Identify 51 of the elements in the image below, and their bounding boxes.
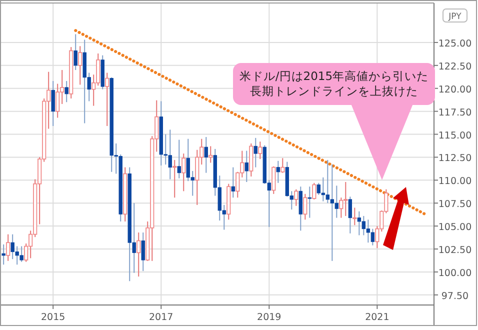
candlestick (294, 188, 298, 206)
candlestick (357, 210, 362, 236)
candlestick (308, 186, 312, 218)
x-tick-label: 2019 (257, 312, 282, 323)
candlestick (280, 158, 285, 174)
y-tick-label: 97.50 (441, 290, 469, 302)
candlestick (2, 244, 6, 266)
candlestick (272, 166, 276, 194)
candlestick (298, 186, 303, 232)
candlestick (316, 182, 321, 196)
y-tick-label: 107.50 (438, 199, 472, 210)
candlestick (64, 80, 68, 103)
x-tick-label: 2017 (149, 312, 174, 323)
candlestick (51, 80, 55, 127)
candlestick (244, 150, 248, 182)
y-tick-label: 110.00 (438, 176, 472, 188)
y-tick-label: 122.50 (438, 61, 472, 72)
candlestick (204, 136, 208, 174)
candlestick (231, 166, 235, 198)
candlestick (312, 182, 316, 200)
candlestick (348, 196, 352, 234)
x-tick-label: 2021 (365, 312, 390, 323)
candlestick (172, 159, 177, 198)
candlestick (105, 72, 110, 127)
y-axis-title: JPY (448, 12, 462, 22)
candlestick (195, 149, 200, 206)
candlestick (182, 153, 186, 192)
x-tick-label: 2015 (40, 312, 66, 323)
y-tick-label: 125.00 (438, 38, 472, 50)
y-tick-label: 100.00 (438, 268, 472, 279)
candlestick (177, 139, 181, 179)
y-tick-label: 115.00 (438, 130, 472, 142)
candlestick (208, 146, 213, 164)
y-tick-label: 117.50 (438, 107, 472, 118)
candlestick (141, 232, 145, 272)
candlestick (56, 83, 60, 118)
candlestick (303, 193, 308, 220)
y-tick-label: 102.50 (438, 245, 472, 256)
candlestick (276, 160, 280, 184)
y-tick-label: 112.50 (438, 153, 472, 164)
annotation: 米ドル/円は2015年高値から引いた長期トレンドラインを上抜けた (239, 69, 429, 98)
candlestick (78, 46, 82, 86)
candlestick (6, 234, 10, 262)
candlestick (339, 197, 344, 218)
y-tick-label: 120.00 (438, 84, 472, 96)
candlestick (136, 232, 141, 278)
candlestick (74, 34, 78, 71)
candlestick (258, 141, 262, 160)
y-tick-label: 105.00 (438, 222, 472, 234)
candlestick (352, 207, 357, 226)
candlestick (254, 137, 258, 168)
